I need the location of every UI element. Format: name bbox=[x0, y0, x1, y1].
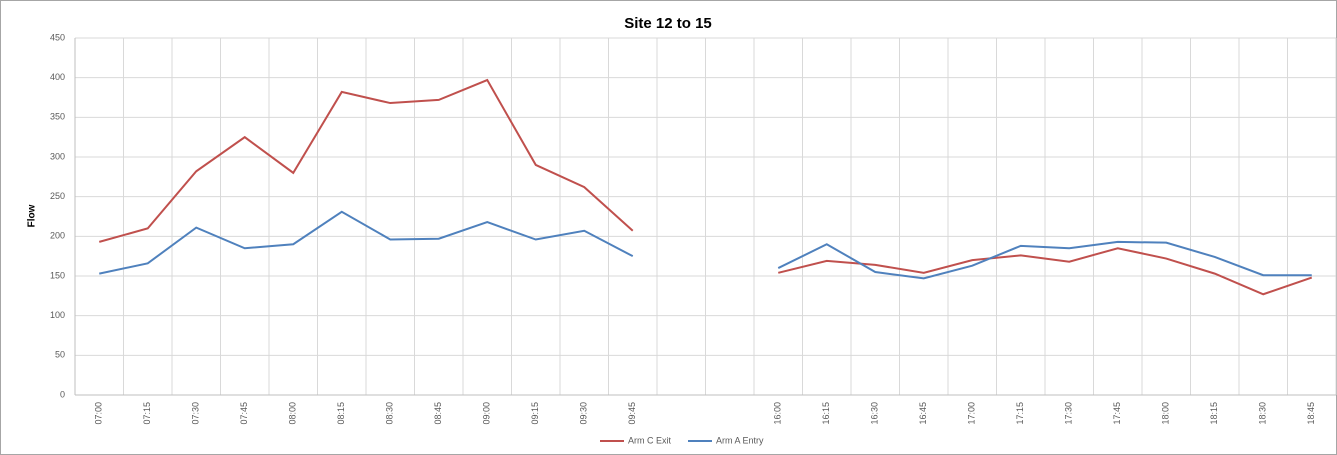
x-tick-label: 07:45 bbox=[239, 402, 249, 425]
x-tick-label: 16:30 bbox=[870, 402, 880, 425]
y-tick-label: 200 bbox=[50, 231, 65, 241]
x-tick-label: 09:00 bbox=[482, 402, 492, 425]
x-tick-label: 07:30 bbox=[191, 402, 201, 425]
legend-label: Arm A Entry bbox=[716, 435, 764, 445]
x-tick-label: 08:30 bbox=[385, 402, 395, 425]
x-tick-label: 09:15 bbox=[530, 402, 540, 425]
x-tick-label: 09:45 bbox=[627, 402, 637, 425]
y-tick-label: 100 bbox=[50, 310, 65, 320]
y-tick-label: 300 bbox=[50, 151, 65, 161]
x-tick-label: 17:15 bbox=[1015, 402, 1025, 425]
x-tick-label: 16:00 bbox=[773, 402, 783, 425]
y-tick-label: 350 bbox=[50, 112, 65, 122]
series-line bbox=[99, 210, 1312, 280]
x-tick-label: 09:30 bbox=[579, 402, 589, 425]
y-tick-label: 450 bbox=[50, 32, 65, 42]
x-tick-label: 08:15 bbox=[336, 402, 346, 425]
legend-label: Arm C Exit bbox=[628, 435, 672, 445]
series-line bbox=[98, 78, 1313, 296]
x-tick-label: 07:15 bbox=[142, 402, 152, 425]
x-tick-label: 16:45 bbox=[918, 402, 928, 425]
y-axis-label: Flow bbox=[27, 204, 38, 227]
y-tick-label: 0 bbox=[60, 389, 65, 399]
y-tick-label: 50 bbox=[55, 350, 65, 360]
x-tick-label: 08:00 bbox=[288, 402, 298, 425]
y-tick-label: 400 bbox=[50, 72, 65, 82]
x-tick-label: 18:30 bbox=[1258, 402, 1268, 425]
x-tick-label: 18:15 bbox=[1209, 402, 1219, 425]
x-tick-label: 07:00 bbox=[94, 402, 104, 425]
y-tick-label: 250 bbox=[50, 191, 65, 201]
y-tick-label: 150 bbox=[50, 270, 65, 280]
x-tick-label: 17:00 bbox=[967, 402, 977, 425]
x-tick-label: 16:15 bbox=[821, 402, 831, 425]
x-tick-label: 08:45 bbox=[433, 402, 443, 425]
chart-title: Site 12 to 15 bbox=[624, 15, 712, 32]
x-tick-label: 18:00 bbox=[1161, 402, 1171, 425]
x-tick-label: 18:45 bbox=[1306, 402, 1316, 425]
x-tick-label: 17:45 bbox=[1112, 402, 1122, 425]
x-tick-label: 17:30 bbox=[1064, 402, 1074, 425]
